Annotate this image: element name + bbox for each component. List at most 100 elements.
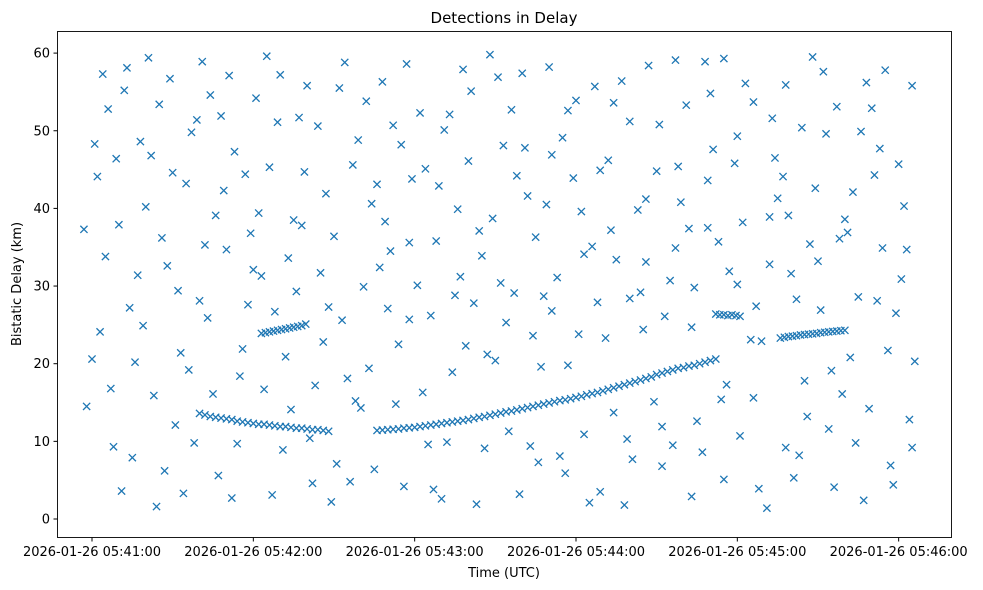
clutter-marker <box>547 306 556 315</box>
clutter-marker <box>561 469 570 478</box>
clutter-marker <box>329 232 339 241</box>
clutter-marker <box>260 385 269 394</box>
clutter-marker <box>733 132 742 141</box>
clutter-marker <box>125 303 134 312</box>
clutter-marker <box>908 81 917 90</box>
clutter-marker <box>612 255 621 264</box>
y-axis-ticks: 0 10 20 30 40 50 60 <box>33 47 58 528</box>
track-marker <box>700 358 710 367</box>
track-marker <box>609 383 618 392</box>
clutter-marker <box>82 402 91 411</box>
clutter-marker <box>569 174 578 183</box>
clutter-marker <box>601 334 610 343</box>
clutter-marker <box>114 220 123 229</box>
clutter-marker <box>346 477 355 486</box>
clutter-marker <box>372 180 382 189</box>
clutter-marker <box>536 362 546 371</box>
clutter-marker <box>437 494 446 503</box>
track-marker <box>641 374 650 383</box>
clutter-marker <box>319 337 328 347</box>
clutter-marker <box>421 164 430 173</box>
clutter-marker <box>894 160 903 169</box>
clutter-marker <box>316 268 325 277</box>
clutter-marker <box>343 374 352 383</box>
x-axis-ticks: 2026-01-26 05:41:00 2026-01-26 05:42:00 20… <box>23 537 968 560</box>
clutter-marker <box>200 240 209 249</box>
clutter-marker <box>217 111 226 121</box>
track-marker <box>625 379 634 388</box>
clutter-marker <box>843 228 852 237</box>
clutter-marker <box>407 174 417 183</box>
clutter-marker <box>709 145 718 154</box>
clutter-marker <box>655 120 664 129</box>
clutter-marker <box>851 438 860 447</box>
track-marker <box>195 409 204 418</box>
clutter-marker <box>147 151 156 160</box>
clutter-marker <box>440 125 449 135</box>
clutter-marker <box>305 434 314 443</box>
plot-frame <box>57 31 952 538</box>
clutter-marker <box>585 498 594 507</box>
clutter-marker <box>781 443 790 452</box>
clutter-marker <box>811 184 820 193</box>
track-marker <box>679 363 688 372</box>
clutter-marker <box>620 500 629 510</box>
clutter-marker <box>692 417 702 426</box>
clutter-marker <box>445 110 454 119</box>
clutter-marker <box>846 353 855 362</box>
clutter-marker <box>222 245 231 254</box>
clutter-marker <box>526 441 535 451</box>
clutter-marker <box>133 271 142 280</box>
clutter-marker <box>905 415 914 424</box>
clutter-marker <box>897 275 906 284</box>
clutter-marker <box>96 327 105 336</box>
clutter-marker <box>859 496 868 505</box>
clutter-marker <box>674 162 683 171</box>
clutter-marker <box>644 61 653 70</box>
clutter-marker <box>190 438 199 447</box>
clutter-marker <box>424 440 433 449</box>
clutter-marker <box>273 118 282 127</box>
y-tick-label: 60 <box>33 47 50 62</box>
clutter-marker <box>870 170 879 180</box>
clutter-marker <box>120 86 129 95</box>
clutter-marker <box>152 502 161 511</box>
clutter-marker <box>617 76 626 86</box>
clutter-marker <box>596 487 605 496</box>
clutter-marker <box>128 453 137 462</box>
x-tick-label: 2026-01-26 05:45:00 <box>668 545 806 560</box>
clutter-marker <box>405 315 414 324</box>
clutter-marker <box>208 389 218 399</box>
clutter-marker <box>230 147 239 156</box>
track-marker <box>840 326 849 335</box>
clutter-marker <box>830 483 839 492</box>
x-axis-label: Time (UTC) <box>467 566 540 581</box>
clutter-marker <box>203 313 212 322</box>
clutter-marker <box>787 269 796 278</box>
clutter-marker <box>534 458 543 467</box>
clutter-marker <box>792 295 801 304</box>
clutter-marker <box>278 445 287 454</box>
clutter-marker <box>308 479 317 488</box>
track-marker <box>668 365 677 374</box>
track-marker <box>631 377 640 386</box>
clutter-marker <box>90 139 99 149</box>
clutter-marker <box>803 412 812 421</box>
x-tick-label: 2026-01-26 05:46:00 <box>830 545 968 560</box>
clutter-marker <box>477 251 486 260</box>
clutter-marker <box>730 159 739 168</box>
clutter-marker <box>636 288 645 297</box>
clutter-marker <box>558 133 567 142</box>
clutter-marker <box>483 350 492 359</box>
clutter-marker <box>493 73 503 82</box>
clutter-marker <box>625 117 634 126</box>
clutter-marker <box>765 212 774 222</box>
y-tick-label: 50 <box>33 124 50 139</box>
clutter-marker <box>340 58 349 67</box>
clutter-marker <box>434 181 443 190</box>
clutter-marker <box>157 233 166 242</box>
clutter-marker <box>130 358 140 367</box>
clutter-marker <box>649 397 659 406</box>
clutter-marker <box>426 311 435 320</box>
y-tick-label: 10 <box>33 435 50 450</box>
